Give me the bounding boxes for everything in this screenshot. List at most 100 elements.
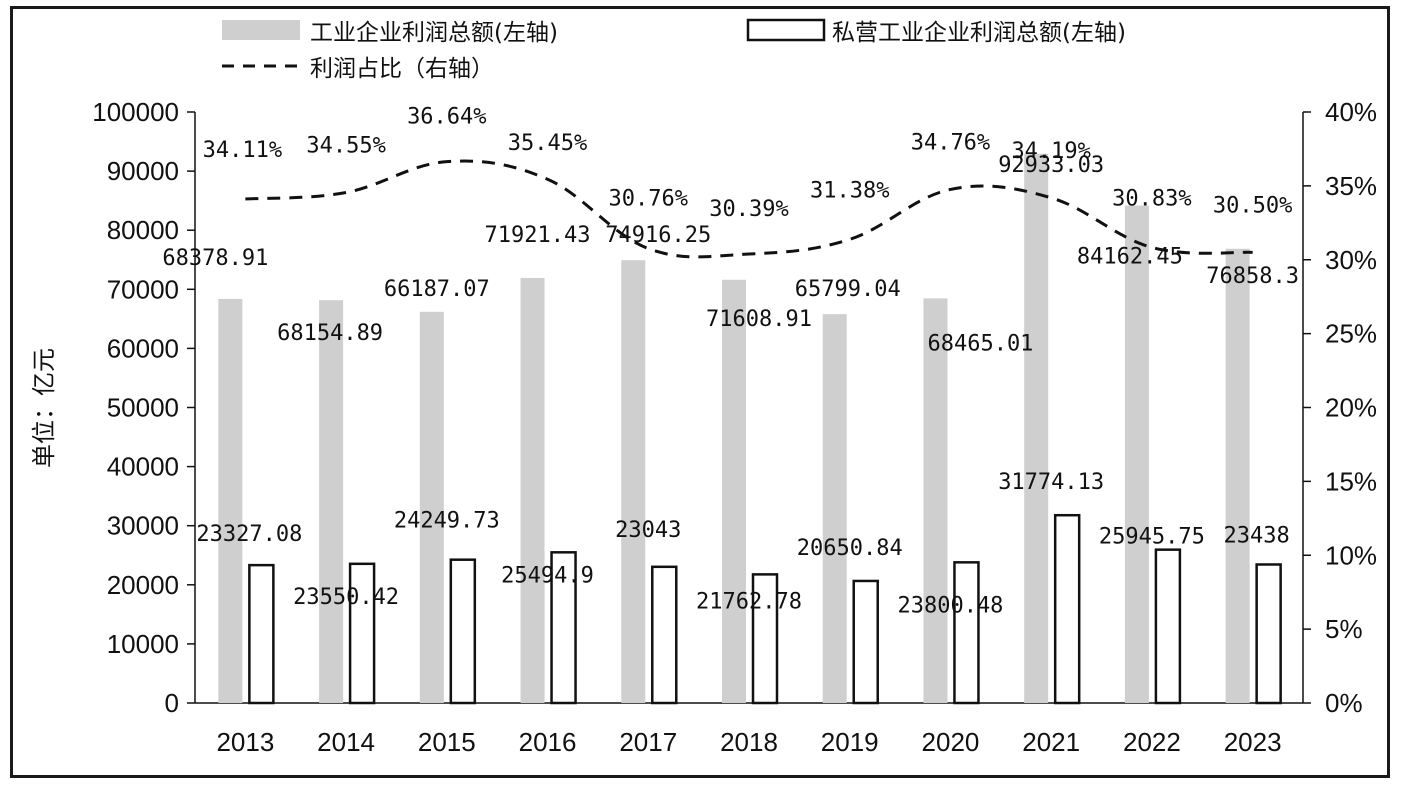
y-right-tick-label: 30% bbox=[1325, 245, 1377, 275]
data-label-private-profit: 31774.13 bbox=[998, 470, 1104, 495]
x-tick-label: 2014 bbox=[317, 727, 375, 757]
x-tick-labels: 2013 2014 2015 2016 2017 2018 2019 2020 2021 2022… bbox=[216, 727, 1281, 757]
data-label-industrial-profit: 71608.91 bbox=[706, 307, 812, 332]
x-tick-label: 2020 bbox=[922, 727, 980, 757]
bar-private-profit bbox=[953, 561, 980, 705]
y-left-ticks: 0 10000 20000 30000 40000 50000 60000 70000 8000… bbox=[92, 97, 195, 718]
data-label-private-profit: 20650.84 bbox=[797, 536, 903, 561]
profit-share-line-layer bbox=[245, 159, 1253, 259]
bar-industrial-profit bbox=[520, 277, 545, 703]
y-axis-left-title: 单位：亿元 bbox=[30, 348, 58, 468]
legend: 工业企业利润总额(左轴) 私营工业企业利润总额(左轴) 利润占比（右轴） bbox=[222, 18, 1126, 82]
y-right-tick-label: 10% bbox=[1325, 540, 1377, 570]
x-tick-label: 2018 bbox=[720, 727, 778, 757]
bar-industrial-profit bbox=[1124, 205, 1149, 703]
bar-private-profit bbox=[1154, 548, 1182, 705]
data-label-private-profit: 24249.73 bbox=[394, 509, 500, 534]
y-left-tick-label: 40000 bbox=[107, 452, 179, 482]
y-right-tick-label: 35% bbox=[1325, 171, 1377, 201]
data-label-industrial-profit: 66187.07 bbox=[384, 277, 490, 302]
data-label-profit-share: 34.55% bbox=[306, 134, 385, 159]
bar-industrial-profit bbox=[419, 311, 444, 703]
data-label-profit-share: 30.83% bbox=[1112, 186, 1191, 211]
bar-private-profit bbox=[449, 558, 477, 705]
legend-label-profit-share: 利润占比（右轴） bbox=[310, 56, 494, 82]
data-label-profit-share: 35.45% bbox=[508, 131, 587, 156]
bar-industrial-profit bbox=[722, 279, 746, 703]
y-left-tick-label: 50000 bbox=[107, 393, 179, 423]
data-label-profit-share: 36.64% bbox=[407, 105, 486, 130]
y-right-tick-label: 20% bbox=[1325, 393, 1377, 423]
y-left-tick-label: 0 bbox=[165, 688, 179, 718]
bar-private-profit bbox=[852, 579, 879, 705]
y-right-tick-label: 0% bbox=[1325, 688, 1363, 718]
bars bbox=[218, 153, 1282, 705]
y-left-tick-label: 30000 bbox=[107, 511, 179, 541]
x-tick-label: 2016 bbox=[519, 727, 577, 757]
x-tick-label: 2021 bbox=[1022, 727, 1080, 757]
x-tick-label: 2019 bbox=[821, 727, 879, 757]
y-left-tick-label: 70000 bbox=[107, 274, 179, 304]
data-label-profit-share: 30.50% bbox=[1213, 193, 1292, 218]
x-tick-label: 2013 bbox=[216, 727, 274, 757]
bar-private-profit bbox=[348, 562, 376, 705]
y-right-ticks: 0% 5% 10% 15% 20% 25% 30% 35% 40% bbox=[1303, 97, 1377, 718]
data-label-profit-share: 30.39% bbox=[709, 197, 788, 222]
data-label-industrial-profit: 68465.01 bbox=[927, 331, 1033, 356]
bar-private-profit bbox=[550, 551, 577, 705]
x-tick-label: 2022 bbox=[1123, 727, 1181, 757]
y-right-tick-label: 40% bbox=[1325, 97, 1377, 127]
y-left-tick-label: 20000 bbox=[107, 570, 179, 600]
data-label-industrial-profit: 76858.3 bbox=[1206, 264, 1299, 289]
line-profit-share bbox=[245, 159, 1253, 259]
bar-industrial-profit bbox=[1024, 153, 1049, 703]
data-label-industrial-profit: 84162.45 bbox=[1077, 245, 1183, 270]
data-label-industrial-profit: 74916.25 bbox=[605, 223, 711, 248]
bar-private-profit bbox=[248, 563, 275, 705]
legend-swatch-industrial-profit bbox=[222, 20, 300, 40]
x-tick-label: 2023 bbox=[1224, 727, 1282, 757]
x-tick-label: 2017 bbox=[619, 727, 677, 757]
y-left-tick-label: 90000 bbox=[107, 156, 179, 186]
data-label-industrial-profit: 65799.04 bbox=[795, 277, 901, 302]
bar-private-profit bbox=[1053, 513, 1081, 705]
data-label-industrial-profit: 71921.43 bbox=[485, 223, 591, 248]
data-label-profit-share: 30.76% bbox=[609, 187, 688, 212]
bar-industrial-profit bbox=[822, 314, 847, 703]
data-label-private-profit: 23800.48 bbox=[897, 593, 1003, 618]
data-label-industrial-profit: 68154.89 bbox=[277, 321, 383, 346]
y-left-tick-label: 80000 bbox=[107, 215, 179, 245]
data-label-private-profit: 23043 bbox=[615, 518, 681, 543]
data-label-industrial-profit: 68378.91 bbox=[162, 246, 268, 271]
y-left-tick-label: 100000 bbox=[92, 97, 179, 127]
data-label-private-profit: 25945.75 bbox=[1099, 525, 1205, 550]
bar-private-profit bbox=[1255, 563, 1282, 705]
bar-industrial-profit bbox=[923, 298, 948, 703]
legend-label-private-profit: 私营工业企业利润总额(左轴) bbox=[832, 20, 1126, 46]
y-right-tick-label: 5% bbox=[1325, 614, 1363, 644]
data-label-private-profit: 21762.78 bbox=[696, 589, 802, 614]
y-left-tick-label: 10000 bbox=[107, 629, 179, 659]
data-label-profit-share: 34.19% bbox=[1011, 139, 1090, 164]
bar-private-profit bbox=[651, 565, 678, 705]
data-label-profit-share: 31.38% bbox=[810, 178, 889, 203]
legend-label-industrial-profit: 工业企业利润总额(左轴) bbox=[310, 20, 558, 46]
data-label-private-profit: 23327.08 bbox=[196, 522, 302, 547]
legend-swatch-private-profit bbox=[746, 18, 826, 42]
data-label-private-profit: 23550.42 bbox=[293, 585, 399, 610]
bar-industrial-profit bbox=[319, 300, 344, 703]
y-left-tick-label: 60000 bbox=[107, 333, 179, 363]
bar-industrial-profit bbox=[1225, 248, 1250, 703]
y-right-tick-label: 25% bbox=[1325, 319, 1377, 349]
data-label-private-profit: 23438 bbox=[1224, 523, 1290, 548]
bar-industrial-profit bbox=[218, 298, 243, 703]
bar-industrial-profit bbox=[621, 260, 646, 703]
data-label-industrial-profit: 92933.03 bbox=[998, 153, 1104, 178]
data-label-profit-share: 34.76% bbox=[911, 130, 990, 155]
x-tick-label: 2015 bbox=[418, 727, 476, 757]
y-right-tick-label: 15% bbox=[1325, 466, 1377, 496]
data-label-profit-share: 34.11% bbox=[203, 138, 282, 163]
bar-private-profit bbox=[751, 573, 779, 705]
